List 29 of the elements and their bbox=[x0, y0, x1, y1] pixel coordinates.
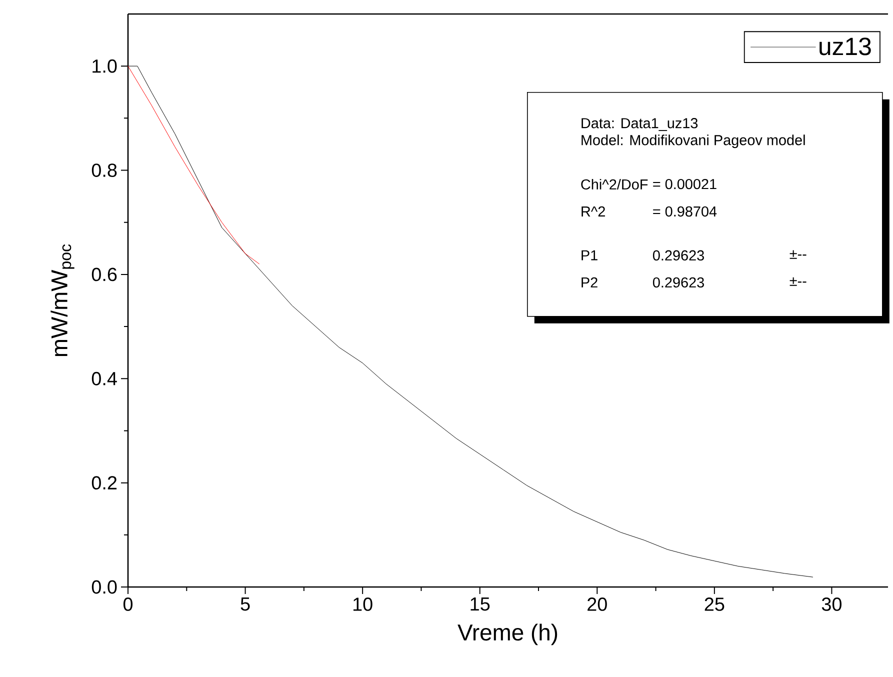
y-tick-label: 0.8 bbox=[92, 164, 117, 177]
x-tick-label: 20 bbox=[588, 598, 607, 611]
y-tick-label: 1.0 bbox=[92, 59, 117, 73]
annotation: ±-- bbox=[790, 277, 806, 286]
y-axis-title: mW/mW$_{poc}$ bbox=[50, 244, 74, 356]
y-tick-label: 0.0 bbox=[92, 580, 117, 594]
annotation: P2 bbox=[582, 277, 598, 288]
annotation: Chi^2/DoF bbox=[581, 178, 648, 190]
annotation: 0.29623 bbox=[652, 250, 704, 261]
annotation: = 0.00021 bbox=[653, 178, 716, 190]
annotation: ±-- bbox=[790, 250, 806, 259]
annotation: 0.29623 bbox=[652, 277, 704, 288]
annotation: Data: Data1_uz13 bbox=[582, 118, 698, 132]
x-axis-title: Vreme (h) bbox=[458, 624, 558, 646]
x-tick-label: 25 bbox=[704, 598, 724, 611]
x-tick-label: 15 bbox=[470, 598, 490, 611]
x-tick-label: 5 bbox=[240, 598, 250, 611]
annotation: P1 bbox=[582, 250, 598, 260]
y-tick-label: 0.2 bbox=[92, 476, 117, 490]
line-series bbox=[128, 66, 260, 264]
annotation: R^2 bbox=[582, 206, 605, 216]
annotation: = 0.98704 bbox=[653, 206, 717, 217]
legend-label: uz13 bbox=[820, 38, 871, 56]
x-tick-label: 30 bbox=[822, 598, 842, 611]
y-tick-label: 0.6 bbox=[92, 268, 117, 282]
annotation: Model: Modifikovani Pageov model bbox=[582, 134, 805, 148]
x-tick-label: 0 bbox=[123, 598, 133, 611]
y-tick-label: 0.4 bbox=[92, 372, 117, 386]
x-tick-label: 10 bbox=[353, 598, 372, 611]
